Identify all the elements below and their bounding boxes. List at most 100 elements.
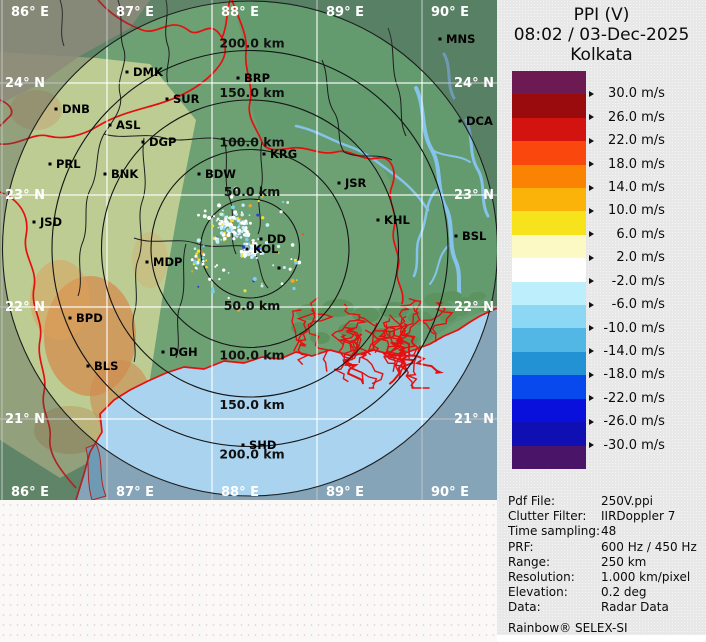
echo-pixel: [214, 265, 217, 268]
station-dot: [262, 152, 266, 156]
echo-pixel: [254, 248, 256, 251]
district-boundary: [59, 0, 65, 47]
legend-unit: m/s: [637, 320, 665, 336]
echo-pixel: [237, 226, 240, 229]
metadata-label: PRF:: [508, 539, 534, 554]
echo-pixel: [290, 278, 295, 283]
district-boundary: [132, 137, 146, 363]
echo-pixel: [251, 253, 255, 257]
delta-channel: [307, 313, 335, 372]
colorbar-band-14: [512, 398, 586, 423]
legend-unit: m/s: [637, 203, 665, 219]
station-label: JSR: [344, 176, 367, 190]
metadata-label: Pdf File:: [508, 494, 556, 508]
delta-channel: [296, 309, 316, 347]
echo-pixel: [255, 256, 258, 260]
echo-pixel: [244, 226, 248, 230]
metadata-value: 0.2 deg: [601, 585, 647, 600]
delta-island: [452, 308, 468, 316]
district-boundary: [165, 0, 170, 85]
station-dot: [54, 107, 58, 111]
echo-pixel: [282, 265, 286, 270]
station-dot: [454, 234, 458, 238]
echo-pixel: [260, 282, 263, 285]
legend-tick-arrow-icon: [589, 348, 594, 355]
echo-pixel: [261, 251, 265, 255]
district-boundary: [103, 0, 126, 135]
colorbar-band-4: [512, 164, 586, 189]
station-dot: [277, 266, 281, 270]
info-panel: PPI (V) 08:02 / 03-Dec-2025 Kolkata 30.0…: [497, 0, 706, 642]
station-marker-brp: BRP: [236, 71, 270, 85]
echo-pixel: [245, 230, 249, 234]
station-label: DGP: [149, 135, 176, 149]
station-marker-khl: KHL: [376, 213, 411, 227]
legend-value: -30.0: [603, 437, 637, 453]
echo-pixel: [237, 233, 240, 236]
echo-pixel: [222, 227, 226, 231]
legend-unit: m/s: [637, 367, 665, 383]
station-label: ASL: [116, 118, 141, 132]
echo-pixel: [196, 249, 201, 253]
lat-label-right: 22° N: [454, 300, 494, 315]
echo-pixel: [248, 214, 251, 217]
echo-pixel: [205, 259, 208, 262]
legend-value: 10.0: [608, 203, 637, 219]
station-dot: [68, 316, 72, 320]
software-brand: Rainbow® SELEX-SI: [508, 620, 628, 635]
echo-pixel: [232, 237, 236, 241]
delta-island: [310, 332, 330, 344]
legend-row: -2.0 m/s: [589, 273, 665, 289]
echo-pixel: [242, 245, 246, 249]
grid-labels: 86° E 86° E 87° E 87° E 88° E 88° E 89° E 89° E…: [5, 5, 494, 500]
station-marker-shd: SHD: [241, 438, 276, 452]
district-boundary: [343, 151, 393, 161]
echo-pixel: [233, 212, 236, 215]
station-label: KRG: [270, 147, 297, 161]
legend-row: -18.0 m/s: [589, 367, 665, 383]
echo-pixel: [252, 276, 257, 282]
echo-pixel: [225, 218, 228, 221]
echo-pixel: [297, 260, 302, 265]
echo-pixel: [257, 199, 260, 203]
delta-channel: [330, 303, 361, 345]
echo-pixel: [264, 241, 269, 245]
station-marker-dca: DCA: [458, 114, 493, 128]
echo-pixel: [240, 252, 242, 255]
echo-pixel: [193, 247, 197, 250]
echo-pixel: [243, 289, 247, 293]
echo-pixel: [231, 215, 234, 218]
echo-pixel: [254, 254, 257, 257]
district-boundary: [223, 139, 237, 255]
colorbar-band-12: [512, 351, 586, 376]
legend-value: -18.0: [603, 367, 637, 383]
echo-pixel: [261, 196, 264, 199]
delta-channel: [431, 308, 454, 343]
echo-pixel: [196, 238, 201, 243]
colorbar-band-10: [512, 305, 586, 329]
echo-pixel: [295, 279, 298, 281]
echo-pixel: [250, 244, 254, 248]
station-marker-bpd: BPD: [68, 311, 103, 325]
metadata-rows: Pdf File: 250V.ppi Clutter Filter: IIRDoppl…: [508, 494, 704, 616]
echo-pixel: [215, 240, 220, 244]
legend-unit: m/s: [637, 343, 665, 359]
echo-pixel: [212, 215, 216, 218]
echo-pixel: [253, 242, 258, 247]
station-marker-prl: PRL: [48, 157, 81, 171]
terrain-patch: [10, 90, 62, 130]
station-marker-asl: ASL: [108, 118, 141, 132]
radar-map: 50.0 km 50.0 km 100.0 km 100.0 km 150.0 km 15…: [0, 0, 499, 501]
radar-map-area: 50.0 km 50.0 km 100.0 km 100.0 km 150.0 km 15…: [0, 0, 499, 501]
echo-pixel: [197, 285, 200, 288]
metadata-value: IIRDoppler 7: [601, 509, 676, 524]
station-marker: [277, 266, 281, 270]
echo-pixel: [211, 287, 215, 290]
legend-tick-arrow-icon: [589, 278, 594, 285]
legend-tick-arrow-icon: [589, 231, 594, 238]
delta-island: [408, 311, 432, 325]
legend-value: -2.0: [611, 273, 637, 289]
metadata-label: Time sampling:: [508, 524, 601, 539]
echo-pixel: [237, 308, 241, 312]
echo-pixel: [243, 254, 247, 258]
